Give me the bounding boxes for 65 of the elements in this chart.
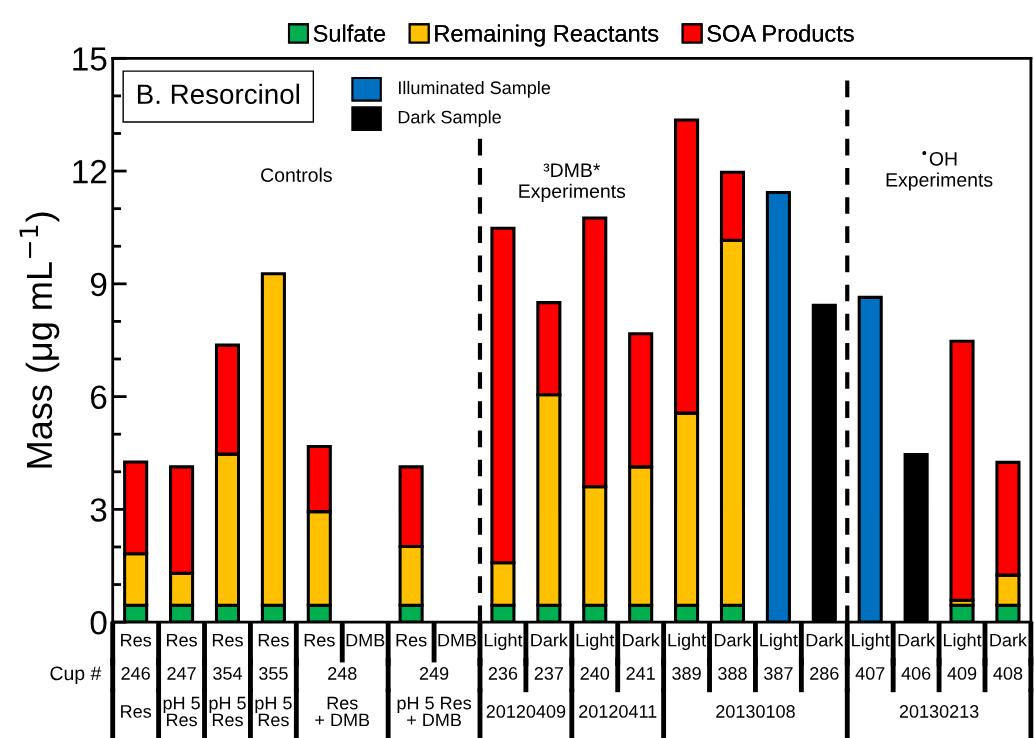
text: 354 [213,667,243,680]
text: 240 [580,667,610,680]
text: 248 [328,667,357,680]
y-tick-label: 15 [73,47,107,71]
legend-label: Illuminated Sample [399,80,551,98]
text: 246 [121,667,150,680]
x-tick-label: Res [396,633,427,647]
text: 409 [947,667,977,680]
x-tick-label: Light [852,633,890,651]
text: 20130108 [716,705,795,718]
x-tick-label: Dark [623,633,660,647]
x-tick-label: Dark [531,633,568,647]
annotation: ³DMB* Experiments [519,163,626,202]
legend-label: Remaining Reactants [435,24,659,47]
annotation: $^{•}$OH Experiments [886,151,993,191]
text: 237 [534,667,563,680]
text: 249 [419,667,449,680]
text: B. Resorcinol [137,83,299,105]
x-tick-label: Res [212,633,243,647]
x-tick-label: DMB [346,633,385,647]
y-tick-label: 3 [90,498,107,522]
x-tick-label: Res [258,633,289,647]
text: 406 [901,667,931,680]
x-tick-label: Light [576,633,615,651]
x-tick-label: Light [760,633,798,651]
x-tick-label: Res [304,633,335,647]
text: 407 [855,667,885,680]
legend-label: Sulfate [313,24,386,42]
x-tick-label: Light [943,633,982,651]
text: pH 5 Res [209,696,246,727]
y-tick-label: 6 [91,385,107,410]
y-tick-label: 0 [90,610,107,635]
x-tick-label: Res [167,633,197,647]
text: 355 [259,667,288,680]
text: Res + DMB [315,696,370,727]
text: 20130213 [899,705,979,718]
text: 387 [764,667,793,680]
text: 247 [167,667,196,680]
text: 408 [993,667,1023,680]
legend-label: Dark Sample [398,110,501,128]
text: 20120409 [486,705,566,718]
x-tick-label: Dark [806,633,844,647]
text: pH 5 Res + DMB [397,696,472,727]
x-tick-label: Res [121,633,152,647]
x-tick-label: Light [668,633,707,651]
text: 388 [718,667,747,680]
text: pH 5 Res [255,696,292,727]
x-tick-label: Light [484,633,523,651]
text: 286 [810,667,839,680]
text: pH 5 Res [163,696,200,727]
text: 20120411 [579,705,657,718]
legend-label: SOA Products [707,24,854,42]
text: Cup # [50,666,102,685]
x-tick-label: Dark [898,633,936,647]
y-tick-label: 9 [90,272,107,297]
x-tick-label: Dark [714,633,752,647]
text: 389 [672,667,701,680]
text: 241 [626,667,655,680]
annotation: Controls [261,167,332,182]
y-tick-label: 12 [73,159,107,184]
text: Res [121,705,152,718]
y-axis-title: Mass (μg mL$^{−1}$) [19,212,60,468]
text: 236 [488,667,518,680]
x-tick-label: Dark [990,633,1028,647]
x-tick-label: DMB [438,633,477,647]
